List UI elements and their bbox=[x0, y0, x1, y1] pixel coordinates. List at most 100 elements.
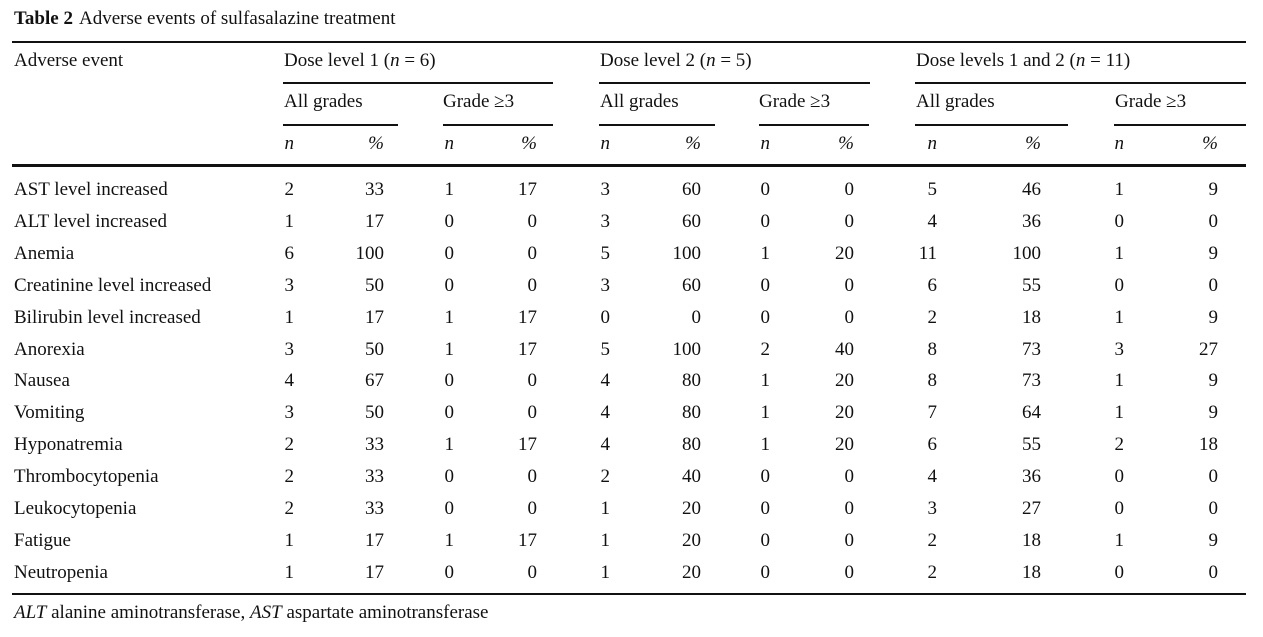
column-header-grade3: Grade ≥3 bbox=[1115, 91, 1187, 112]
table-cell: 20 bbox=[835, 434, 854, 455]
rule-subgroup-6 bbox=[1114, 124, 1246, 126]
group-label-suffix: = 11) bbox=[1085, 50, 1131, 71]
table-cell: 0 bbox=[760, 466, 771, 487]
table-cell: 9 bbox=[1208, 370, 1219, 391]
table-cell: 3 bbox=[1114, 339, 1125, 360]
table-cell: 64 bbox=[1022, 402, 1041, 423]
table-cell: 0 bbox=[527, 402, 538, 423]
table-cell: 1 bbox=[760, 402, 771, 423]
rule-header-bottom bbox=[12, 164, 1246, 167]
table-cell: 50 bbox=[365, 339, 384, 360]
table-cell: 4 bbox=[927, 466, 938, 487]
table-cell: 9 bbox=[1208, 243, 1219, 264]
table-cell: 0 bbox=[527, 370, 538, 391]
column-header-all-grades: All grades bbox=[916, 91, 995, 112]
column-header-n: n bbox=[760, 133, 771, 154]
table-cell: 3 bbox=[600, 275, 611, 296]
column-header-pct: % bbox=[1202, 133, 1218, 154]
column-header-grade3: Grade ≥3 bbox=[759, 91, 831, 112]
table-cell: 3 bbox=[927, 498, 938, 519]
table-cell: 8 bbox=[927, 370, 938, 391]
table-cell: 17 bbox=[518, 307, 537, 328]
table-cell: 36 bbox=[1022, 211, 1041, 232]
table-cell: 0 bbox=[444, 498, 455, 519]
table-cell: 1 bbox=[1114, 370, 1125, 391]
group-label-n: n bbox=[706, 50, 716, 71]
table-cell: 0 bbox=[844, 275, 855, 296]
table-cell: 0 bbox=[444, 466, 455, 487]
group-label-suffix: = 6) bbox=[399, 50, 436, 71]
column-header-pct: % bbox=[685, 133, 701, 154]
table-footnote: ALT alanine aminotransferase, AST aspart… bbox=[14, 602, 488, 624]
table-cell: 0 bbox=[1114, 562, 1125, 583]
table-cell: 60 bbox=[682, 179, 701, 200]
table-cell: 18 bbox=[1022, 562, 1041, 583]
row-label: Nausea bbox=[14, 370, 70, 391]
footnote-abbr-ast: AST bbox=[250, 602, 282, 623]
group-label-n: n bbox=[390, 50, 400, 71]
table-cell: 2 bbox=[600, 466, 611, 487]
rule-bottom bbox=[12, 593, 1246, 595]
column-header-grade3: Grade ≥3 bbox=[443, 91, 515, 112]
table-cell: 18 bbox=[1022, 307, 1041, 328]
table-cell: 20 bbox=[682, 498, 701, 519]
column-header-group-2: Dose level 2 (n = 5) bbox=[600, 50, 752, 72]
column-header-pct: % bbox=[1025, 133, 1041, 154]
row-label: Creatinine level increased bbox=[14, 275, 212, 296]
table-cell: 60 bbox=[682, 211, 701, 232]
table-cell: 1 bbox=[444, 434, 455, 455]
table-caption-label: Table 2 bbox=[14, 8, 73, 29]
table-cell: 100 bbox=[672, 243, 702, 264]
table-cell: 46 bbox=[1022, 179, 1041, 200]
table-cell: 9 bbox=[1208, 402, 1219, 423]
table-cell: 17 bbox=[518, 530, 537, 551]
column-header-n: n bbox=[444, 133, 455, 154]
table-cell: 0 bbox=[844, 530, 855, 551]
table-cell: 1 bbox=[1114, 307, 1125, 328]
table-cell: 40 bbox=[835, 339, 854, 360]
table-cell: 0 bbox=[1114, 275, 1125, 296]
table-cell: 1 bbox=[284, 562, 295, 583]
table-cell: 0 bbox=[844, 498, 855, 519]
table-cell: 4 bbox=[284, 370, 295, 391]
table-cell: 73 bbox=[1022, 339, 1041, 360]
table-cell: 1 bbox=[1114, 243, 1125, 264]
table-cell: 6 bbox=[284, 243, 295, 264]
table-cell: 1 bbox=[1114, 179, 1125, 200]
table-cell: 0 bbox=[1208, 498, 1219, 519]
table-cell: 0 bbox=[844, 466, 855, 487]
table-cell: 1 bbox=[1114, 530, 1125, 551]
table-cell: 33 bbox=[365, 466, 384, 487]
table-cell: 27 bbox=[1022, 498, 1041, 519]
table-cell: 9 bbox=[1208, 307, 1219, 328]
table-cell: 7 bbox=[927, 402, 938, 423]
rule-subgroup-5 bbox=[915, 124, 1068, 126]
column-header-n: n bbox=[927, 133, 938, 154]
table-cell: 33 bbox=[365, 498, 384, 519]
table-cell: 2 bbox=[284, 498, 295, 519]
table-cell: 60 bbox=[682, 275, 701, 296]
footnote-abbr-alt: ALT bbox=[14, 602, 47, 623]
group-label-prefix: Dose level 2 ( bbox=[600, 50, 707, 71]
group-label-suffix: = 5) bbox=[715, 50, 752, 71]
table-cell: 9 bbox=[1208, 530, 1219, 551]
table-cell: 2 bbox=[927, 530, 938, 551]
table-cell: 0 bbox=[1114, 498, 1125, 519]
table-cell: 0 bbox=[760, 530, 771, 551]
table-cell: 0 bbox=[1208, 275, 1219, 296]
table-cell: 67 bbox=[365, 370, 384, 391]
table-cell: 5 bbox=[600, 243, 611, 264]
table-cell: 50 bbox=[365, 275, 384, 296]
row-label: Fatigue bbox=[14, 530, 71, 551]
row-label: ALT level increased bbox=[14, 211, 168, 232]
table-cell: 4 bbox=[927, 211, 938, 232]
table-cell: 20 bbox=[835, 402, 854, 423]
table-cell: 3 bbox=[600, 179, 611, 200]
table-cell: 1 bbox=[284, 307, 295, 328]
table-cell: 17 bbox=[365, 211, 384, 232]
rule-subgroup-2 bbox=[443, 124, 553, 126]
table-cell: 2 bbox=[927, 562, 938, 583]
table-cell: 100 bbox=[355, 243, 385, 264]
table-cell: 36 bbox=[1022, 466, 1041, 487]
row-label: AST level increased bbox=[14, 179, 168, 200]
